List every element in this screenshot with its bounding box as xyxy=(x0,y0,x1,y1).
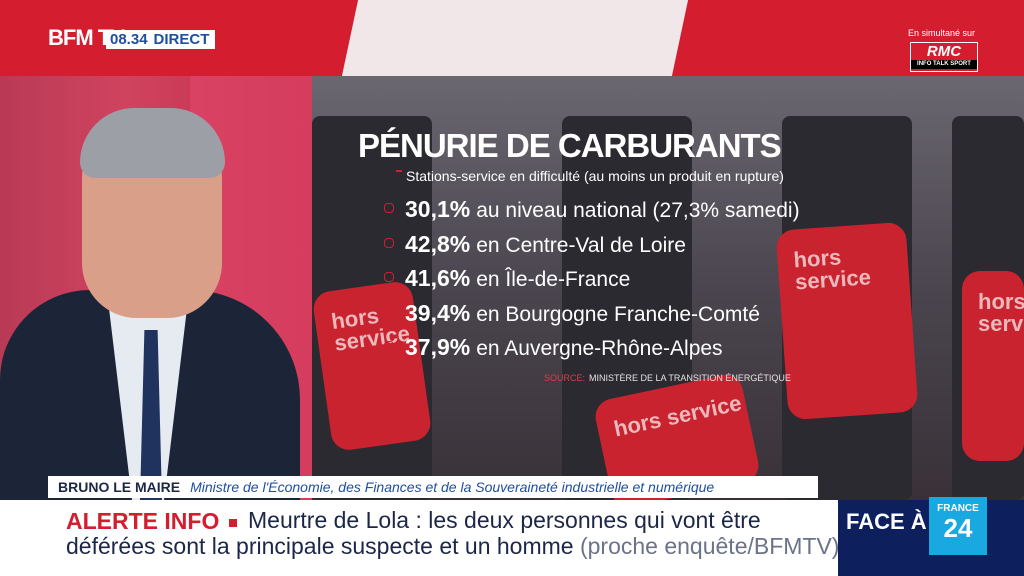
graphic-source: SOURCE: MINISTÈRE DE LA TRANSITION ÉNERGÉ… xyxy=(544,373,791,383)
france24-logo-number: 24 xyxy=(943,513,973,543)
lower-third: BRUNO LE MAIRE Ministre de l'Économie, d… xyxy=(48,476,818,498)
stat-value: 39,4% xyxy=(405,299,471,326)
stat-value: 42,8% xyxy=(405,230,471,257)
bullet-icon xyxy=(384,203,394,213)
stat-value: 41,6% xyxy=(405,265,471,291)
top-bar-stripe xyxy=(341,0,689,76)
time-bar: 08.34 DIRECT xyxy=(106,30,216,49)
alert-label: ALERTE INFO xyxy=(66,508,220,534)
bullet-icon xyxy=(384,272,394,282)
stat-value: 30,1% xyxy=(405,196,471,222)
stat-label: en Bourgogne Franche-Comté xyxy=(476,302,760,326)
simulcast-label: En simultané sur xyxy=(908,28,976,38)
out-of-service-text: hors service xyxy=(978,289,1024,336)
guest-tie xyxy=(140,330,162,500)
stat-row: 30,1% au niveau national (27,3% samedi) xyxy=(384,196,800,231)
source-label: SOURCE: xyxy=(544,373,586,383)
stat-row: 42,8% en Centre-Val de Loire xyxy=(384,231,800,266)
ticker-source-note: (proche enquête/BFMTV) xyxy=(579,533,840,559)
stat-row: 39,4% en Bourgogne Franche-Comté xyxy=(384,300,800,335)
stat-row: 37,9% en Auvergne-Rhône-Alpes xyxy=(384,334,800,369)
graphic-title: PÉNURIE DE CARBURANTS xyxy=(358,127,782,164)
news-ticker xyxy=(0,500,838,576)
bullet-icon xyxy=(384,341,394,351)
ticker-line-2: déférées sont la principale suspecte et … xyxy=(66,533,839,560)
stat-label: en Centre-Val de Loire xyxy=(476,233,686,257)
subtitle-accent xyxy=(396,170,402,172)
alert-square-icon xyxy=(229,519,237,527)
graphic-subtitle: Stations-service en difficulté (au moins… xyxy=(406,168,784,184)
ticker-line-1: Meurtre de Lola : les deux personnes qui… xyxy=(248,507,761,533)
out-of-service-sign: hors service xyxy=(962,271,1024,461)
rmc-logo-text: RMC xyxy=(926,43,962,60)
bullet-icon xyxy=(384,306,394,317)
stat-label: en Auvergne-Rhône-Alpes xyxy=(476,337,723,360)
stat-label: en Île-de-France xyxy=(476,268,631,291)
stat-value: 37,9% xyxy=(405,334,471,360)
france24-logo: FRANCE 24 xyxy=(929,497,987,555)
fuel-graphic-background: hors service hors service hors service h… xyxy=(312,76,1024,500)
bullet-icon xyxy=(384,237,394,248)
guest-role: Ministre de l'Économie, des Finances et … xyxy=(190,479,715,495)
rmc-tagline: INFO TALK SPORT xyxy=(911,60,977,69)
guest-name: BRUNO LE MAIRE xyxy=(58,479,181,495)
live-label: DIRECT xyxy=(151,30,216,49)
stats-list: 30,1% au niveau national (27,3% samedi) 4… xyxy=(384,196,800,369)
france24-logo-top: FRANCE xyxy=(937,503,979,514)
stat-label: au niveau national (27,3% samedi) xyxy=(476,199,800,222)
stat-row: 41,6% en Île-de-France xyxy=(384,265,800,300)
rmc-logo: RMC INFO TALK SPORT xyxy=(910,42,978,72)
ticker-line-2-text: déférées sont la principale suspecte et … xyxy=(66,533,574,559)
guest-hair xyxy=(80,108,225,178)
source-text: MINISTÈRE DE LA TRANSITION ÉNERGÉTIQUE xyxy=(589,373,791,383)
clock-time: 08.34 xyxy=(106,30,152,49)
